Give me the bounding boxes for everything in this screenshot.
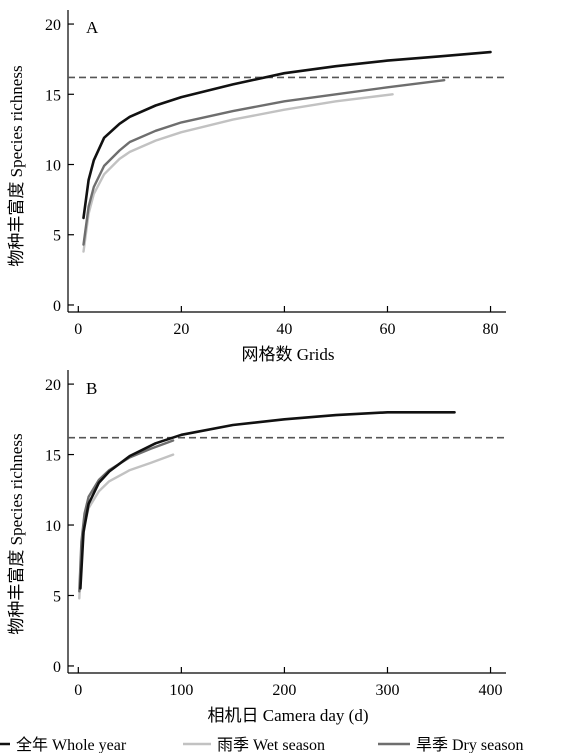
- panel-b-x-tick-label: 100: [169, 682, 193, 699]
- panel-a: A 物种丰富度 Species richness 网格数 Grids 0 5 10 1…: [7, 10, 506, 364]
- panel-b-x-axis-label: 相机日 Camera day (d): [208, 706, 369, 725]
- legend-item-dry-season: 旱季 Dry season: [378, 736, 524, 753]
- panel-a-x-tick-label: 20: [173, 321, 189, 338]
- legend-label-wet-season: 雨季 Wet season: [217, 736, 325, 753]
- panel-b-label: B: [86, 379, 97, 398]
- panel-b-y-tick-label: 10: [45, 518, 61, 535]
- panel-b-y-tick-label: 15: [45, 448, 61, 465]
- panel-b-y-axis-label: 物种丰富度 Species richness: [7, 433, 26, 634]
- legend: 全年 Whole year 雨季 Wet season 旱季 Dry seaso…: [0, 736, 524, 753]
- panel-a-x-tick-label: 0: [74, 321, 82, 338]
- panel-a-y-tick-label: 5: [53, 228, 61, 245]
- panel-b-y-tick-label: 5: [53, 588, 61, 605]
- panel-a-y-tick-label: 10: [45, 158, 61, 175]
- panel-b-y-tick-label: 20: [45, 377, 61, 394]
- panel-b-x-tick-label: 300: [375, 682, 399, 699]
- panel-b: B 物种丰富度 Species richness 相机日 Camera day …: [7, 370, 506, 725]
- panel-b-x-tick-label: 200: [272, 682, 296, 699]
- panel-a-x-tick-label: 80: [483, 321, 499, 338]
- panel-b-series-whole-year: [80, 412, 454, 588]
- panel-a-x-tick-label: 60: [379, 321, 395, 338]
- panel-b-series-dry-season: [79, 441, 173, 592]
- panel-b-x-tick-label: 400: [479, 682, 503, 699]
- legend-item-whole-year: 全年 Whole year: [0, 736, 127, 753]
- panel-a-y-tick-label: 20: [45, 17, 61, 34]
- panel-a-label: A: [86, 18, 99, 37]
- panel-b-x-tick-label: 0: [74, 682, 82, 699]
- panel-a-y-axis-label: 物种丰富度 Species richness: [7, 65, 26, 266]
- legend-label-whole-year: 全年 Whole year: [16, 736, 127, 753]
- legend-item-wet-season: 雨季 Wet season: [183, 736, 325, 753]
- panel-b-y-tick-label: 0: [53, 659, 61, 676]
- panel-a-y-tick-label: 15: [45, 87, 61, 104]
- panel-a-x-tick-label: 40: [276, 321, 292, 338]
- panel-a-series-dry-season: [84, 80, 445, 244]
- panel-a-y-tick-label: 0: [53, 298, 61, 315]
- legend-label-dry-season: 旱季 Dry season: [416, 736, 524, 753]
- panel-a-x-axis-label: 网格数 Grids: [241, 345, 334, 364]
- panel-b-series-wet-season: [79, 455, 173, 599]
